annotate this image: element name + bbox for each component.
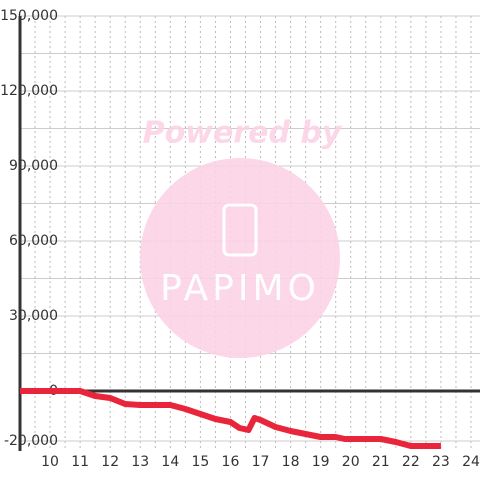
x-tick-label: 16 xyxy=(222,454,240,470)
y-tick-label: 60,000 xyxy=(9,233,58,249)
plot: 10 11 12 13 14 15 16 17 18 19 20 21 22 23 24 150,000 120… xyxy=(0,8,480,470)
line xyxy=(20,388,441,449)
y-tick-label: -20,000 xyxy=(4,433,58,449)
y-tick-label: 150,000 xyxy=(0,8,58,24)
x-tick-label: 24 xyxy=(462,454,480,470)
x-tick-label: 22 xyxy=(402,454,420,470)
x-tick-label: 13 xyxy=(131,454,149,470)
watermark-circle xyxy=(140,158,340,358)
y-tick-label: 30,000 xyxy=(9,308,58,324)
x-tick-label: 12 xyxy=(101,454,119,470)
x-tick-label: 19 xyxy=(312,454,330,470)
x-tick-label: 21 xyxy=(372,454,390,470)
x-tick-label: 15 xyxy=(191,454,209,470)
x-tick-label: 11 xyxy=(71,454,89,470)
watermark-text: Powered by xyxy=(143,116,343,151)
x-tick-label: 18 xyxy=(282,454,300,470)
x-tick-label: 20 xyxy=(342,454,360,470)
watermark: Powered by PAPIMO xyxy=(140,116,343,358)
y-tick-label: 120,000 xyxy=(0,83,58,99)
watermark-icon xyxy=(222,203,258,257)
x-tick-label: 23 xyxy=(432,454,450,470)
x-tick-label: 17 xyxy=(252,454,270,470)
x-tick-label: 14 xyxy=(161,454,179,470)
x-tick-label: 10 xyxy=(41,454,59,470)
watermark-logo: PAPIMO xyxy=(160,268,320,309)
y-tick-label: 90,000 xyxy=(9,158,58,174)
